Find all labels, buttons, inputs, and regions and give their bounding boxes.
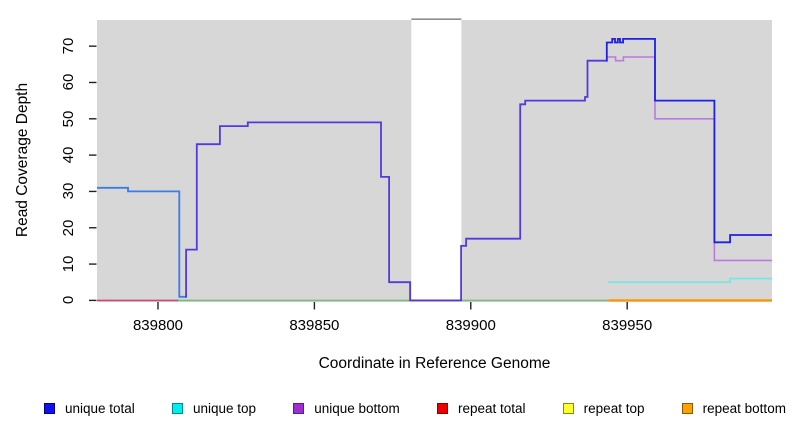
y-tick-label: 10 [59, 255, 77, 273]
y-tick-label: 60 [59, 74, 77, 91]
legend-swatch-icon [293, 402, 305, 414]
legend-item-unique-top: unique top [171, 400, 257, 416]
legend-label: unique total [65, 400, 135, 416]
series-unique-top [608, 277, 772, 283]
y-tick-label: 70 [59, 37, 77, 55]
legend: unique total unique top unique bottom repea… [44, 398, 786, 418]
legend-item-repeat-total: repeat total [436, 400, 526, 416]
legend-item-unique-bottom: unique bottom [293, 401, 400, 416]
legend-label: repeat top [583, 400, 645, 416]
y-tick-label: 40 [59, 146, 77, 164]
y-tick-label: 50 [59, 110, 77, 128]
series-unique-total [605, 38, 772, 244]
legend-item-repeat-top: repeat top [562, 400, 645, 416]
x-tick-label: 839900 [445, 317, 496, 334]
y-tick-label: 0 [59, 296, 77, 305]
x-tick-label: 839950 [602, 317, 653, 334]
series-unique-total-with-unique-bottom [184, 59, 606, 302]
legend-item-unique-total: unique total [44, 401, 135, 416]
series-unique-total-with-unique-top [97, 186, 185, 298]
legend-label: unique top [192, 400, 257, 416]
x-axis-title: Coordinate in Reference Genome [318, 355, 551, 372]
legend-swatch-icon [436, 402, 448, 414]
legend-swatch-icon [44, 402, 55, 414]
legend-label: repeat total [457, 400, 526, 416]
x-tick-label: 839850 [289, 317, 340, 334]
masked-gap-region [411, 18, 462, 301]
x-tick-label: 839800 [132, 317, 184, 334]
y-axis-title: Read Coverage Depth [14, 82, 31, 238]
y-tick-label: 20 [59, 219, 77, 237]
legend-swatch-icon [562, 402, 574, 414]
y-tick-label: 30 [59, 183, 77, 200]
legend-swatch-icon [171, 402, 183, 414]
legend-label: unique bottom [314, 400, 400, 416]
legend-swatch-icon [681, 402, 693, 414]
legend-item-repeat-bottom: repeat bottom [681, 400, 786, 416]
legend-label: repeat bottom [702, 400, 786, 416]
